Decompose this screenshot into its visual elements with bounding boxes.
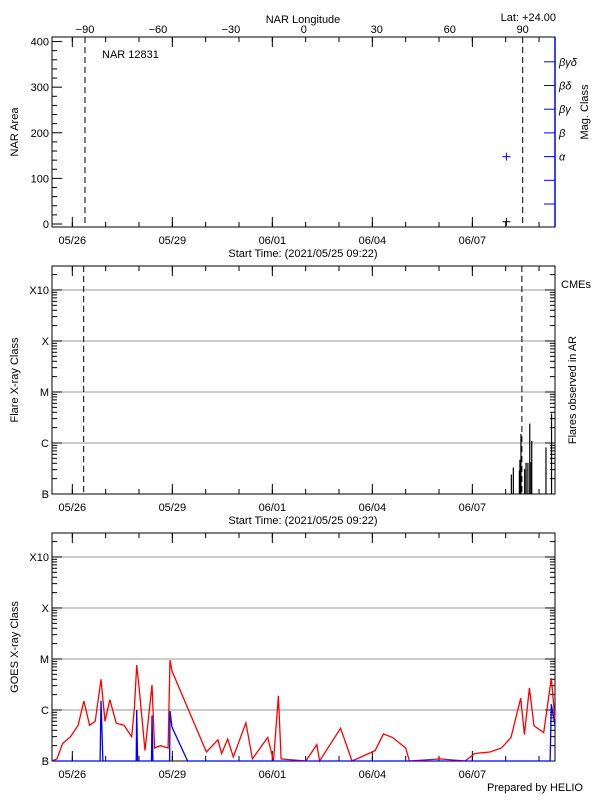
prepared-by-label: Prepared by HELIO [487, 782, 583, 794]
mag-class-tick-label: α [559, 152, 566, 164]
area-plus-marker [502, 217, 511, 226]
y-tick-label: 200 [31, 128, 49, 140]
y-tick-label: 0 [43, 219, 49, 231]
cme-label: CMEs [561, 279, 591, 291]
y-tick-label: 100 [31, 173, 49, 185]
top-tick-label: 30 [371, 24, 383, 36]
x-tick-label: 05/26 [59, 502, 87, 514]
y-tick-label: X [42, 336, 50, 348]
x-tick-label: 05/26 [59, 769, 87, 781]
top-tick-label: 0 [301, 24, 307, 36]
top-axis-label: NAR Longitude [266, 14, 341, 26]
mag-class-tick-label: βγ [558, 104, 572, 116]
top-tick-label: −90 [76, 24, 95, 36]
mag-class-tick-label: βδ [558, 81, 572, 93]
x-tick-label: 06/04 [359, 235, 387, 247]
y-tick-label: X10 [29, 552, 49, 564]
goes-plot-frame [51, 532, 556, 762]
x-axis-label: Start Time: (2021/05/25 09:22) [228, 515, 377, 527]
y-tick-label: B [42, 489, 49, 501]
y-tick-label: 400 [31, 37, 49, 49]
top-tick-label: 60 [444, 24, 456, 36]
y-tick-label: M [40, 654, 49, 666]
y-tick-label: C [41, 705, 49, 717]
nar-plot-frame [51, 36, 556, 228]
top-tick-label: −30 [222, 24, 241, 36]
top-tick-label: −60 [149, 24, 168, 36]
flare-plot-frame [51, 265, 556, 495]
x-tick-label: 06/04 [359, 769, 387, 781]
y-tick-label: X [42, 603, 50, 615]
mag-class-tick-label: β [558, 128, 566, 140]
y-tick-label: X10 [29, 285, 49, 297]
mag-class-axis-label: Mag. Class [579, 84, 591, 140]
goes-long-channel-line [51, 659, 556, 763]
y-tick-label: 300 [31, 82, 49, 94]
flares-axis-label: Flares observed in AR [567, 336, 579, 444]
y-axis-label: Flare X-ray Class [9, 337, 21, 422]
mag-class-tick-label: βγδ [558, 57, 578, 69]
x-tick-label: 06/01 [259, 769, 287, 781]
region-title: NAR 12831 [102, 49, 159, 61]
goes-short-channel-line [52, 700, 556, 762]
y-tick-label: B [42, 756, 49, 768]
x-tick-label: 06/07 [459, 235, 487, 247]
x-tick-label: 06/07 [459, 769, 487, 781]
y-tick-label: M [40, 387, 49, 399]
x-tick-label: 05/29 [159, 769, 187, 781]
x-tick-label: 05/29 [159, 502, 187, 514]
top-tick-label: 90 [517, 24, 529, 36]
x-tick-label: 06/01 [259, 235, 287, 247]
y-tick-label: C [41, 438, 49, 450]
x-tick-label: 06/07 [459, 502, 487, 514]
mag-class-plus-marker [502, 152, 511, 161]
x-tick-label: 05/29 [159, 235, 187, 247]
latitude-label: Lat: +24.00 [501, 12, 556, 24]
y-axis-label: NAR Area [9, 107, 21, 157]
x-axis-label: Start Time: (2021/05/25 09:22) [228, 248, 377, 260]
x-tick-label: 06/04 [359, 502, 387, 514]
x-tick-label: 06/01 [259, 502, 287, 514]
y-axis-label: GOES X-ray Class [9, 601, 21, 693]
x-tick-label: 05/26 [59, 235, 87, 247]
